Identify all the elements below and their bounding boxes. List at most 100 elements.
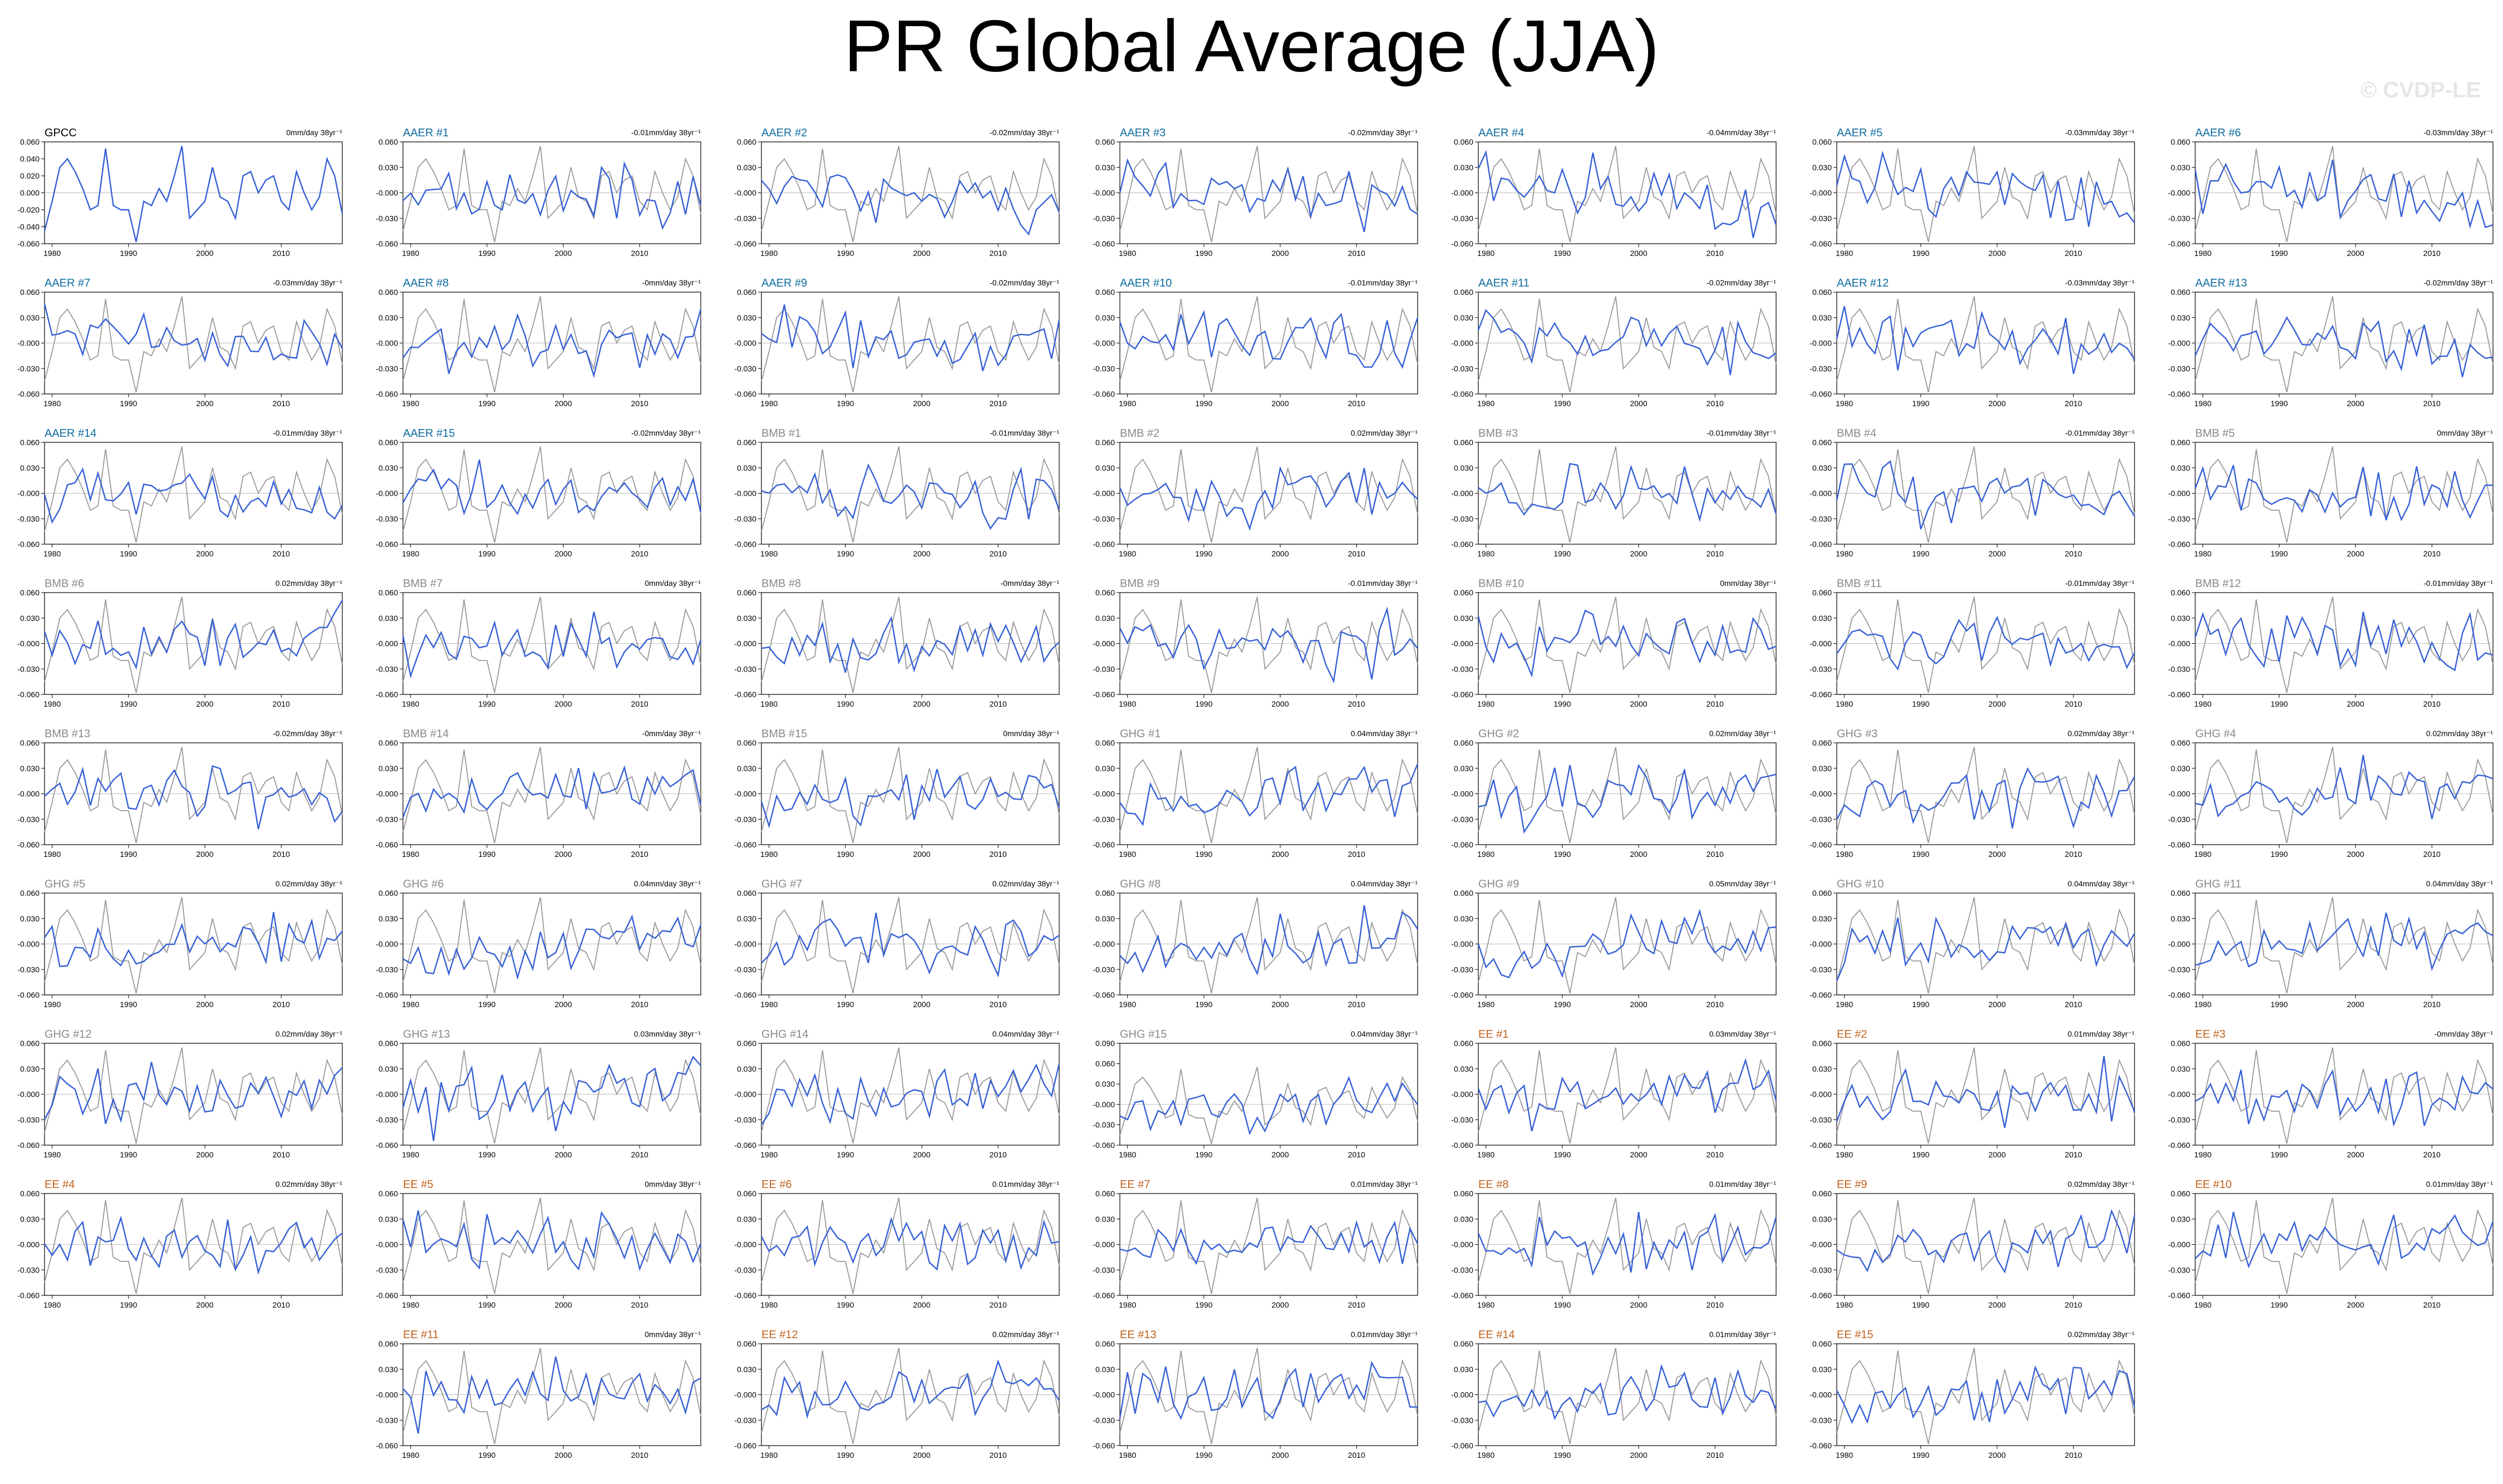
x-tick-label: 1990: [1553, 1000, 1571, 1009]
x-tick-label: 2010: [631, 699, 648, 708]
x-tick-label: 2010: [990, 699, 1007, 708]
y-tick-label: -0.030: [376, 1416, 398, 1424]
obs-series-line: [2195, 146, 2494, 243]
y-tick-label: 0.030: [737, 614, 756, 623]
member-series-line: [1119, 310, 1419, 369]
panel-title: GHG #8: [1120, 878, 1160, 890]
panel-aaer-14: AAER #14 -0.01mm/day 38yr⁻¹ 0.060 0.030 -0.0…: [17, 427, 343, 558]
x-tick-label: 1990: [120, 1150, 137, 1159]
x-tick-label: 2000: [1271, 549, 1289, 558]
y-tick-label: 0.030: [1812, 614, 1832, 623]
y-tick-label: -0.060: [1451, 390, 1473, 398]
obs-series-line: [1836, 747, 2135, 844]
y-tick-label: -0.030: [1093, 965, 1115, 974]
x-tick-label: 2010: [273, 1150, 290, 1159]
y-tick-label: 0.030: [737, 764, 756, 773]
y-tick-label: -0.000: [17, 339, 40, 348]
y-tick-label: 0.090: [1095, 1039, 1115, 1048]
x-tick-label: 1990: [120, 1300, 137, 1309]
y-tick-label: -0.030: [1451, 214, 1473, 223]
y-tick-label: 0.030: [20, 464, 40, 472]
panel-ee-12: EE #12 0.02mm/day 38yr⁻¹ 0.060 0.030 -0.000 -…: [734, 1329, 1060, 1460]
member-series-line: [1836, 1056, 2136, 1128]
panel-trend: -0.01mm/day 38yr⁻¹: [1707, 428, 1776, 437]
obs-series-line: [44, 747, 343, 844]
x-tick-label: 2000: [913, 549, 930, 558]
x-tick-label: 2000: [1988, 1000, 2005, 1009]
x-tick-label: 1980: [43, 850, 61, 859]
y-tick-label: -0.030: [2168, 364, 2190, 373]
y-tick-label: -0.000: [1451, 639, 1473, 648]
panel-title: GHG #6: [403, 878, 444, 890]
x-tick-label: 2010: [273, 249, 290, 258]
y-tick-label: 0.030: [20, 1064, 40, 1073]
y-tick-label: 0.030: [378, 1365, 398, 1374]
panel-trend: -0.02mm/day 38yr⁻¹: [990, 278, 1059, 287]
y-tick-label: 0.030: [737, 313, 756, 322]
x-tick-label: 1980: [1477, 1000, 1494, 1009]
panel-ee-13: EE #13 0.01mm/day 38yr⁻¹ 0.060 0.030 -0.000 -…: [1093, 1329, 1418, 1460]
x-tick-label: 1990: [2270, 1300, 2288, 1309]
obs-series-line: [761, 146, 1060, 243]
y-tick-label: 0.060: [1095, 1189, 1115, 1198]
x-tick-label: 1980: [43, 399, 61, 408]
x-tick-label: 1980: [760, 699, 778, 708]
y-tick-label: -0.060: [17, 840, 40, 849]
obs-series-line: [761, 1197, 1060, 1294]
y-tick-label: -0.060: [1451, 1441, 1473, 1450]
y-tick-label: 0.060: [1454, 889, 1473, 898]
x-tick-label: 1980: [2194, 399, 2211, 408]
panel-trend: 0.01mm/day 38yr⁻¹: [1709, 1330, 1777, 1339]
x-tick-label: 2010: [2065, 1451, 2082, 1460]
member-series-line: [2195, 1069, 2494, 1127]
y-tick-label: -0.030: [376, 514, 398, 523]
x-tick-label: 1990: [2270, 699, 2288, 708]
y-tick-label: 0.060: [1454, 438, 1473, 447]
y-tick-label: -0.000: [734, 489, 756, 498]
x-tick-label: 1980: [760, 1451, 778, 1460]
y-tick-label: 0.030: [1812, 313, 1832, 322]
x-tick-label: 2010: [990, 399, 1007, 408]
member-series-line: [1836, 150, 2135, 227]
obs-series-line: [1478, 1197, 1777, 1294]
y-tick-label: -0.060: [2168, 239, 2190, 248]
x-tick-label: 1980: [1119, 1150, 1136, 1159]
y-tick-label: 0.060: [2171, 588, 2190, 597]
panel-title: BMB #13: [45, 728, 90, 740]
x-tick-label: 2010: [273, 399, 290, 408]
obs-series-line: [402, 146, 701, 243]
y-tick-label: 0.060: [2171, 438, 2190, 447]
x-tick-label: 1980: [43, 1300, 61, 1309]
panel-title: BMB #3: [1478, 427, 1518, 440]
y-tick-label: -0.030: [376, 1115, 398, 1124]
x-tick-label: 1990: [1553, 1451, 1571, 1460]
y-tick-label: 0.030: [1454, 1365, 1473, 1374]
panel-aaer-8: AAER #8 -0mm/day 38yr⁻¹ 0.060 0.030 -0.000 -0…: [376, 277, 702, 408]
panel-ghg-11: GHG #11 0.04mm/day 38yr⁻¹ 0.060 0.030 -0.000…: [2168, 878, 2494, 1009]
x-tick-label: 2010: [631, 549, 648, 558]
panel-title: AAER #9: [761, 277, 807, 289]
panel-trend: 0.02mm/day 38yr⁻¹: [276, 1180, 343, 1189]
x-tick-label: 1990: [120, 399, 137, 408]
x-tick-label: 1980: [1836, 850, 1853, 859]
y-tick-label: -0.030: [1451, 364, 1473, 373]
x-tick-label: 2010: [631, 1451, 648, 1460]
x-tick-label: 2010: [1707, 850, 1724, 859]
panel-title: EE #11: [403, 1329, 439, 1341]
y-tick-label: -0.000: [734, 1090, 756, 1099]
y-tick-label: -0.030: [1451, 815, 1473, 824]
member-series-line: [1836, 460, 2136, 530]
member-series-line: [402, 309, 702, 378]
panel-frame: [1119, 1043, 1418, 1146]
x-tick-label: 1990: [1553, 850, 1571, 859]
y-tick-label: 0.060: [378, 1189, 398, 1198]
panel-trend: 0mm/day 38yr⁻¹: [1720, 579, 1776, 588]
y-tick-label: 0.060: [1095, 1059, 1115, 1068]
y-tick-label: -0.030: [17, 1265, 40, 1274]
member-series-line: [1836, 767, 2136, 829]
x-tick-label: 1980: [402, 1451, 419, 1460]
x-tick-label: 2000: [2347, 399, 2364, 408]
y-tick-label: 0.030: [1454, 313, 1473, 322]
y-tick-label: -0.060: [17, 990, 40, 999]
y-tick-label: -0.000: [734, 1391, 756, 1399]
